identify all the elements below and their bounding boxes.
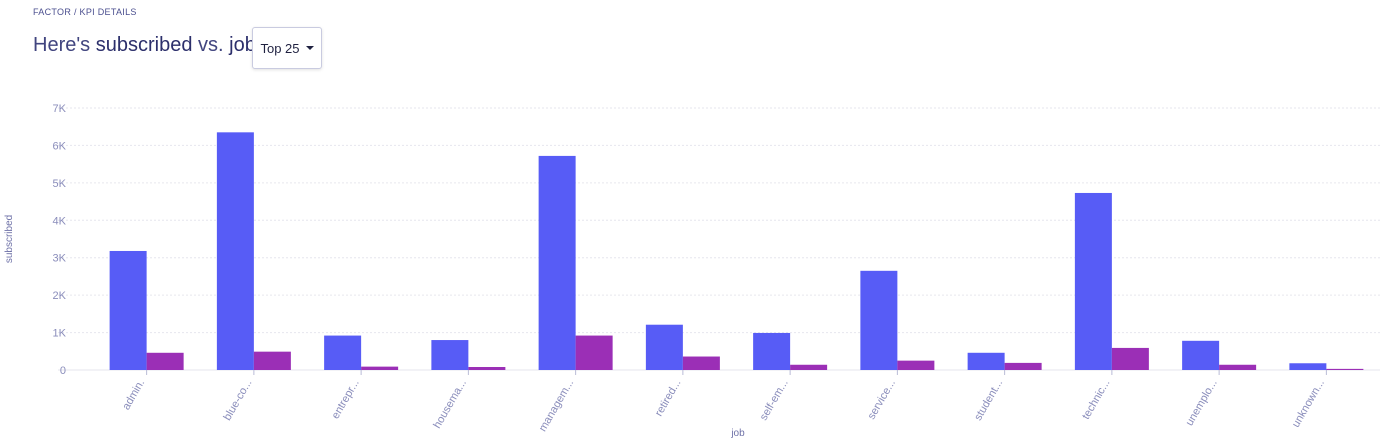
y-tick-label: 1K xyxy=(53,328,67,340)
caret-down-icon xyxy=(305,46,314,50)
grid-lines xyxy=(58,107,1380,371)
bar-series-b[interactable] xyxy=(1219,364,1257,370)
bar-series-b[interactable] xyxy=(1326,368,1364,370)
x-tick-label: admin. xyxy=(120,378,147,413)
x-axis-title: job xyxy=(730,428,745,439)
bar-series-a[interactable] xyxy=(109,250,147,370)
x-tick-label: unemplo... xyxy=(1184,378,1220,428)
bar-series-a[interactable] xyxy=(431,340,469,370)
bar-series-b[interactable] xyxy=(790,364,828,370)
bar-series-b[interactable] xyxy=(682,356,720,370)
x-tick-label: retired... xyxy=(653,378,684,419)
title-dimension[interactable]: job xyxy=(229,34,256,56)
top-n-dropdown[interactable]: Top 25 xyxy=(252,27,322,69)
y-tick-label: 4K xyxy=(53,215,67,227)
x-tick-label: self-em... xyxy=(758,378,791,423)
bar-series-b[interactable] xyxy=(253,351,291,370)
bar-series-a[interactable] xyxy=(753,332,791,370)
page-title: Here's subscribed vs. job xyxy=(33,34,256,57)
title-vs: vs. xyxy=(198,34,224,56)
x-tick-label: entrepr... xyxy=(330,378,362,422)
x-tick-label: blue-co... xyxy=(221,378,254,423)
y-tick-label: 0 xyxy=(60,365,66,377)
bar-series-b[interactable] xyxy=(1004,362,1042,370)
breadcrumb: FACTOR / KPI DETAILS xyxy=(33,7,137,17)
x-tick-label: service... xyxy=(866,378,898,422)
x-tick-label: managem... xyxy=(537,378,576,434)
top-n-label: Top 25 xyxy=(260,40,300,56)
bar-series-a[interactable] xyxy=(1289,363,1327,370)
x-tick-label: housema... xyxy=(431,378,469,431)
title-prefix: Here's xyxy=(33,34,91,56)
x-tick-label: unknown... xyxy=(1290,378,1327,430)
bar-series-a[interactable] xyxy=(324,335,362,370)
bar-series-b[interactable] xyxy=(897,360,935,370)
bar-series-b[interactable] xyxy=(361,366,399,370)
y-tick-label: 5K xyxy=(53,178,67,190)
bar-series-a[interactable] xyxy=(216,132,254,370)
x-axis-ticks: admin. blue-co... entrepr... housema... mana… xyxy=(120,370,1327,434)
y-tick-label: 6K xyxy=(53,140,67,152)
bars xyxy=(109,132,1364,370)
bar-series-a[interactable] xyxy=(860,270,898,370)
y-axis-title: subscribed xyxy=(4,215,15,263)
bar-series-a[interactable] xyxy=(967,352,1005,370)
bar-series-a[interactable] xyxy=(538,155,576,370)
bar-series-b[interactable] xyxy=(468,367,506,370)
x-tick-label: student... xyxy=(972,378,1005,423)
bar-series-a[interactable] xyxy=(645,324,683,370)
bar-series-b[interactable] xyxy=(146,352,184,370)
y-tick-label: 7K xyxy=(53,103,67,115)
bar-series-b[interactable] xyxy=(1111,347,1149,370)
y-axis-ticks: 0 1K 2K 3K 4K 5K 6K 7K xyxy=(53,103,67,377)
bar-series-a[interactable] xyxy=(1074,192,1112,370)
y-tick-label: 2K xyxy=(53,290,67,302)
x-tick-label: technic... xyxy=(1080,378,1112,422)
bar-series-b[interactable] xyxy=(575,335,613,370)
bar-series-a[interactable] xyxy=(1182,340,1220,370)
y-tick-label: 3K xyxy=(53,253,67,265)
title-measure[interactable]: subscribed xyxy=(95,34,193,56)
